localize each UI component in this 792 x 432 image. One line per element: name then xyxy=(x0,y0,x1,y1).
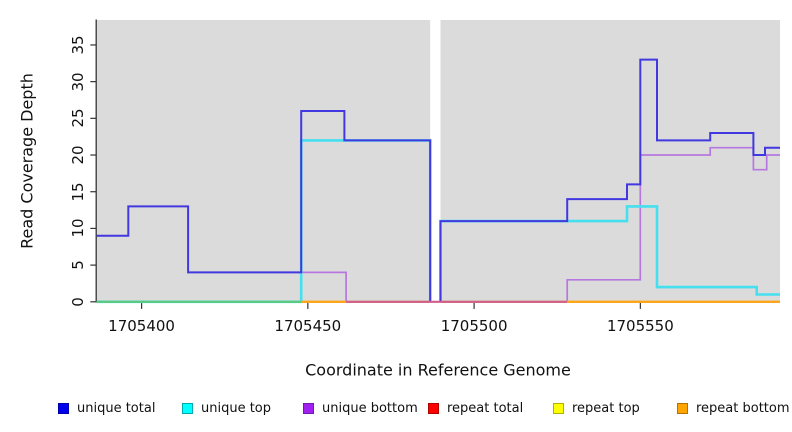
legend-swatch-icon xyxy=(428,402,439,414)
panel-left xyxy=(96,20,431,303)
legend-item-unique-bottom: unique bottom xyxy=(303,400,418,416)
x-axis-title: Coordinate in Reference Genome xyxy=(305,360,571,380)
y-tick-label: 0 xyxy=(69,297,87,307)
legend-item-label: repeat total xyxy=(447,400,524,416)
legend-swatch-icon xyxy=(182,402,193,414)
legend-item-label: repeat bottom xyxy=(696,400,790,416)
legend-item-unique-total: unique total xyxy=(58,400,156,416)
legend-swatch-icon xyxy=(553,402,564,414)
legend-item-repeat-bottom: repeat bottom xyxy=(677,400,790,416)
y-tick-label: 35 xyxy=(69,35,87,55)
legend-item-label: unique total xyxy=(77,400,156,416)
x-tick-label: 1705550 xyxy=(606,317,674,335)
y-tick-label: 20 xyxy=(69,145,87,165)
y-tick-label: 25 xyxy=(69,108,87,128)
series-line-unique-total xyxy=(439,58,780,302)
series-line-unique-bottom xyxy=(440,146,780,303)
legend-swatch-icon xyxy=(677,402,688,414)
panel-right xyxy=(440,20,780,303)
y-tick-label: 10 xyxy=(69,218,87,238)
x-tick-label: 1705500 xyxy=(440,317,508,335)
y-tick-label: 30 xyxy=(69,72,87,92)
y-tick-label: 5 xyxy=(69,260,87,270)
legend-item-label: unique bottom xyxy=(322,400,418,416)
series-line-unique-total xyxy=(96,110,432,302)
legend-item-repeat-top: repeat top xyxy=(553,400,640,416)
y-axis-title: Read Coverage Depth xyxy=(17,73,37,249)
legend-item-repeat-total: repeat total xyxy=(428,400,524,416)
legend-swatch-icon xyxy=(58,402,69,414)
x-tick-label: 1705400 xyxy=(108,317,175,335)
legend-item-label: repeat top xyxy=(572,400,640,416)
legend-item-label: unique top xyxy=(201,400,272,416)
y-tick-label: 15 xyxy=(69,182,87,202)
legend-item-unique-top: unique top xyxy=(182,400,272,416)
legend-swatch-icon xyxy=(303,402,314,414)
x-tick-label: 1705450 xyxy=(274,317,342,335)
